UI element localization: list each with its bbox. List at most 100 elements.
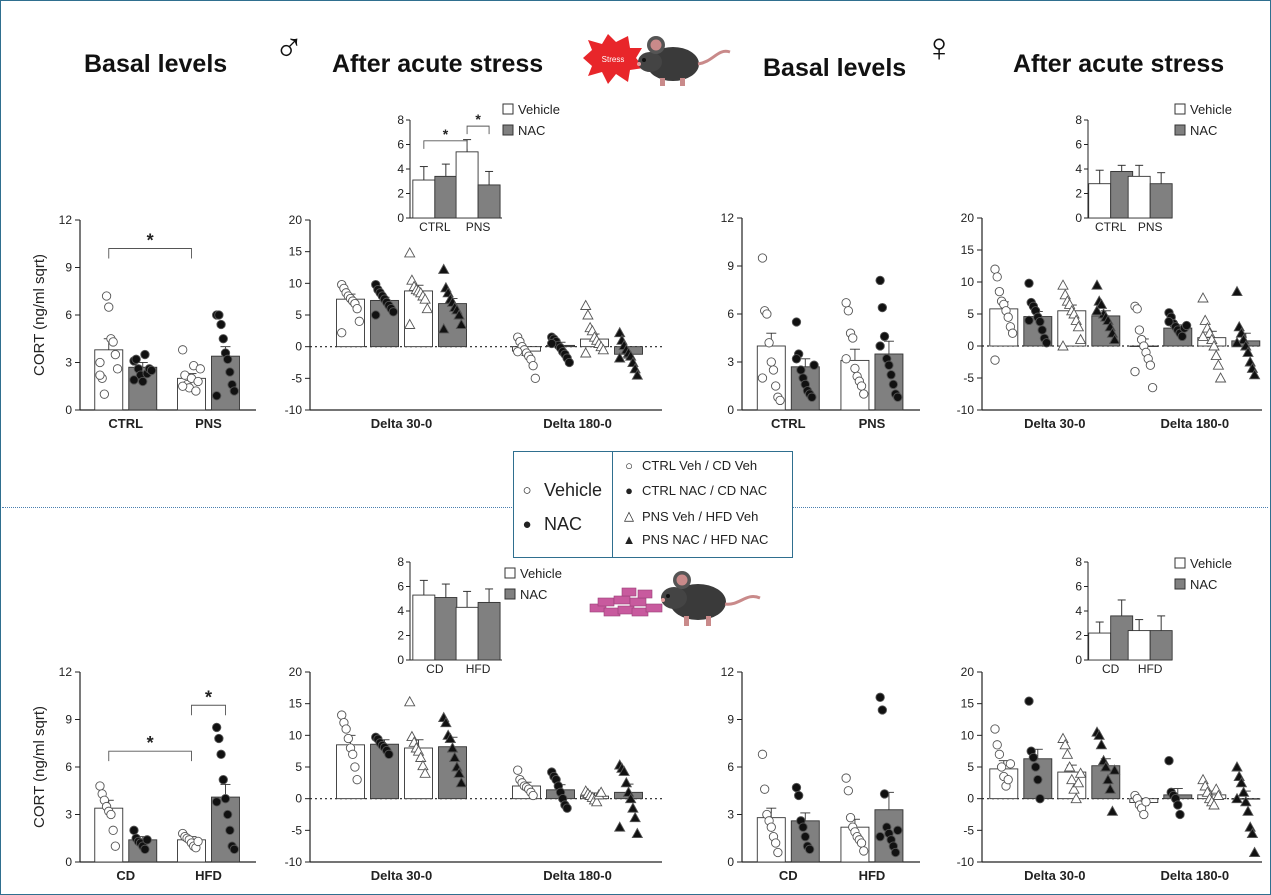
data-point [771,838,781,848]
data-point [212,722,222,733]
y-tick-label: 9 [65,713,72,727]
y-tick-label: 5 [295,308,302,322]
data-point [996,762,1007,772]
data-point [627,802,639,813]
mouse-icon [637,36,731,86]
data-point [106,809,116,820]
data-point [1210,349,1222,361]
food-pellets-icon [589,587,663,617]
y-tick-label: 0 [65,855,72,869]
y-tick-label: 9 [727,259,734,273]
data-point [773,847,783,858]
bar [989,308,1019,347]
data-point [622,786,635,797]
data-point [886,370,896,380]
data-point [1074,767,1087,778]
data-point [990,355,1000,365]
inset-category-label: CTRL [419,220,451,234]
data-point [1028,752,1039,763]
data-point [193,836,203,847]
legend-item-4: ▲ PNS NAC / HFD NAC [620,532,769,547]
inset-category-label: HFD [466,662,491,676]
data-point [1005,759,1016,769]
legend-item-1: ○ CTRL Veh / CD Veh [620,458,757,473]
data-point [893,392,903,402]
inset-y-tick-label: 8 [397,113,404,127]
y-tick-label: 12 [721,211,735,225]
inset-legend-nac-label: NAC [520,587,547,602]
inset-y-tick-label: 0 [1075,653,1082,667]
inset-y-tick-label: 8 [1075,113,1082,127]
y-tick-label: 10 [961,728,975,742]
filled-circle-icon: ● [522,516,532,533]
data-point [1102,773,1114,785]
data-point [796,365,806,375]
data-point [1132,304,1142,314]
data-point [768,365,779,375]
inset-chart: 0 2 4 6 8 CTRL PNS Vehicle NAC [1075,102,1232,234]
data-point [1242,346,1254,357]
data-point [791,354,802,364]
data-point [757,373,768,383]
significance-star: * [147,733,154,753]
data-point [95,781,105,791]
chart-male_diet_acute: -10 -5 0 5 10 15 20 Delta 30-0 Delta 180-0 0 2 4 6 8 C… [285,555,662,883]
data-point [229,844,239,854]
data-point [1097,754,1110,766]
x-category-label: Delta 180-0 [1160,868,1229,883]
data-point [146,365,157,376]
inset-y-tick-label: 8 [1075,555,1082,569]
inset-significance-star: * [475,111,481,127]
data-point [1134,325,1145,335]
data-point [513,765,523,775]
data-point [403,247,416,258]
data-point [1024,696,1034,706]
data-point [875,832,885,842]
significance-bracket [191,704,226,716]
data-point [417,759,429,771]
inset-y-tick-label: 4 [397,162,404,176]
legend-item-2: ● CTRL NAC / CD NAC [620,483,767,498]
data-point [178,381,188,391]
inset-legend-vehicle-swatch [502,103,514,115]
inset-legend-vehicle-swatch [1174,103,1186,115]
data-point [1130,366,1140,377]
data-point [1072,320,1085,332]
y-tick-label: -10 [285,403,303,417]
data-point [1024,278,1034,288]
data-point [110,841,121,851]
inset-bar [1127,630,1151,661]
data-point [1175,809,1185,820]
data-point [513,347,523,357]
data-point [771,381,781,391]
inset-legend-nac-label: NAC [1190,123,1217,138]
data-point [218,334,228,344]
legend-vehicle-label: Vehicle [544,480,603,500]
data-point [348,749,358,759]
x-category-label: CTRL [771,416,806,431]
data-point [1095,738,1108,750]
data-point [1059,288,1071,300]
data-point [841,298,851,308]
inset-bar [477,184,501,219]
data-point [1231,336,1243,348]
data-point [1035,794,1045,804]
data-point [1231,285,1243,297]
data-point [875,692,885,702]
data-point [1033,775,1043,785]
legend-nac-label: NAC [544,514,583,534]
inset-chart: 0 2 4 6 8 CTRL PNS * * Vehicle NAC [397,102,560,234]
data-point [1240,795,1252,807]
inset-legend-nac-swatch [502,124,514,136]
data-point [1177,331,1187,342]
inset-bar [1088,183,1112,219]
significance-bracket [108,750,192,762]
y-tick-label: -5 [291,823,302,837]
data-point [791,782,802,793]
x-category-label: Delta 180-0 [1160,416,1229,431]
data-point [1214,372,1227,383]
x-category-label: PNS [859,416,886,431]
y-tick-label: 6 [727,760,734,774]
data-point [1147,382,1158,393]
data-point [138,376,148,387]
